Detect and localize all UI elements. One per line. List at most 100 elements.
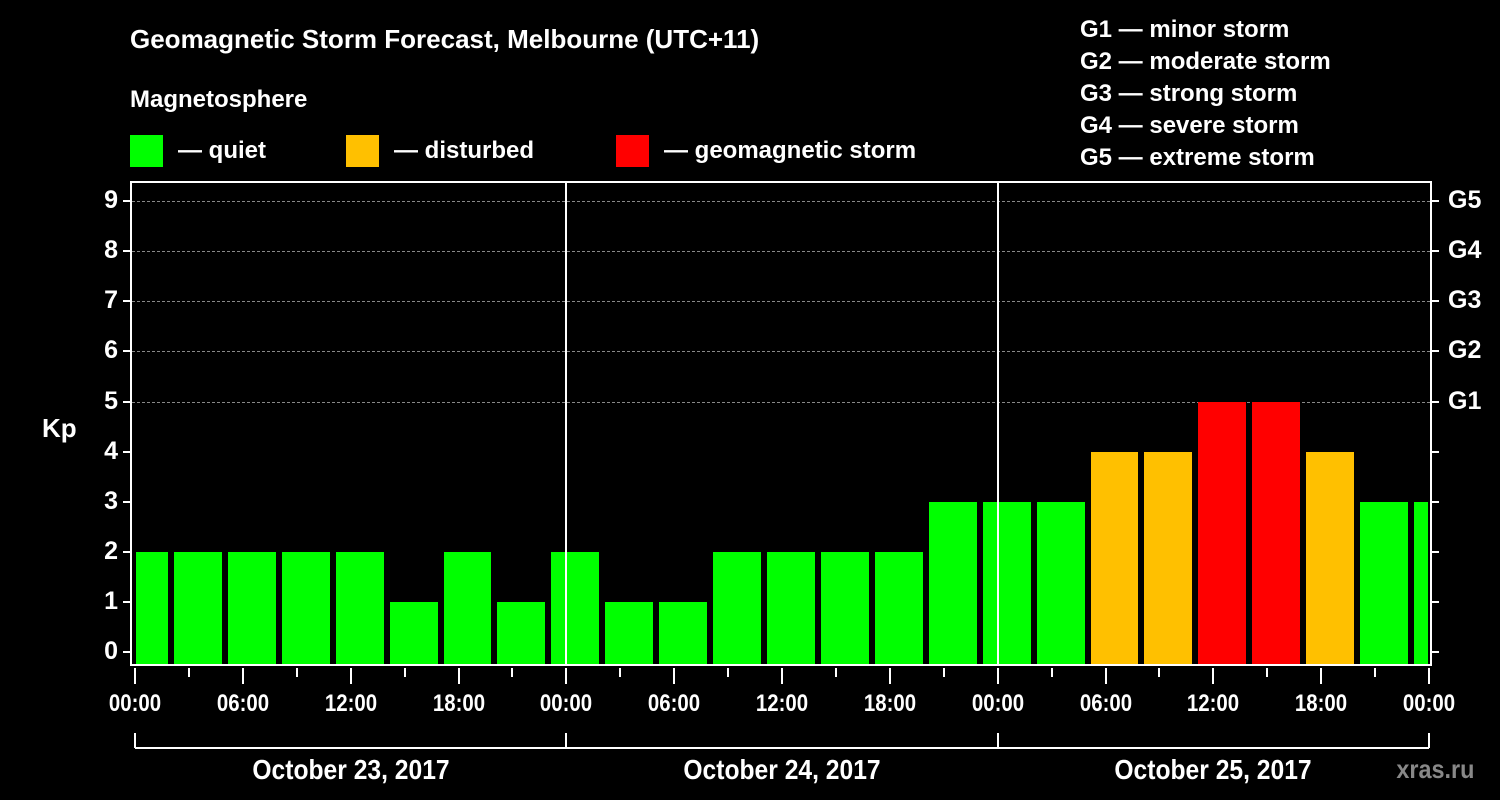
y-tick-label: 7 [104,286,118,315]
g-scale-tick-label: G1 [1448,386,1482,415]
day-bracket-tick [134,733,136,748]
y-tick-label: 5 [104,386,118,415]
day-separator [996,181,999,666]
y-tick-right [1432,350,1439,353]
bar-storm [1252,401,1301,666]
bar-quiet [820,551,869,666]
y-tick-right [1432,450,1439,453]
x-tick-minor [295,668,298,677]
y-tick [123,450,130,453]
y-tick-label: 3 [104,486,118,515]
day-label: October 24, 2017 [683,754,881,785]
bar-quiet [767,551,815,666]
y-axis-label: Kp [42,413,77,443]
bar-disturbed [1144,451,1193,666]
x-tick-minor [727,668,730,677]
bar-quiet [335,551,384,666]
x-tick-major [457,668,460,684]
chart-title: Geomagnetic Storm Forecast, Melbourne (U… [130,24,760,54]
x-tick-minor [1050,668,1053,677]
x-tick-label: 12:00 [1187,690,1240,717]
g-scale-legend: G1 — minor storm G2 — moderate storm G3 … [1080,14,1331,174]
legend-title: Magnetosphere [130,86,308,113]
day-label: October 25, 2017 [1114,754,1312,785]
x-tick-minor [619,668,622,677]
x-tick-major [565,668,568,684]
bar-quiet [713,551,762,666]
x-tick-minor [1266,668,1269,677]
legend-item-quiet: — quiet [130,134,266,168]
bar-quiet [136,551,168,666]
y-tick-label: 9 [104,186,118,215]
g-scale-tick-label: G4 [1448,236,1482,265]
x-tick-major [888,668,891,684]
x-tick-major [1320,668,1323,684]
day-bracket-tick [996,733,999,748]
plot-frame [130,181,1432,666]
bar-quiet [281,551,330,666]
day-label: October 23, 2017 [252,754,450,785]
g-scale-tick-label: G5 [1448,186,1482,215]
day-bracket-tick [565,733,568,748]
g-scale-item: G2 — moderate storm [1080,48,1331,75]
x-tick-minor [187,668,190,677]
g-scale-tick-label: G2 [1448,336,1482,365]
x-tick-major [1212,668,1215,684]
x-tick-minor [834,668,837,677]
disturbed-swatch-icon [346,135,379,167]
y-tick [123,500,130,503]
x-tick-label: 18:00 [863,690,916,717]
y-tick-right [1432,400,1439,403]
bar-quiet [389,601,438,666]
bar-disturbed [1306,451,1355,666]
x-tick-major [241,668,244,684]
y-tick [123,600,130,603]
y-tick [123,300,130,303]
y-tick [123,200,130,203]
y-tick-label: 8 [104,236,118,265]
g-scale-tick-label: G3 [1448,286,1482,315]
storm-swatch-icon [616,135,649,167]
y-tick [123,350,130,353]
x-tick-label: 06:00 [648,690,701,717]
y-tick-label: 1 [104,586,118,615]
bar-quiet [928,501,977,666]
y-tick-label: 0 [104,637,118,665]
bar-quiet [1036,501,1085,666]
x-tick-major [1428,668,1430,684]
gridline [132,351,1430,353]
y-tick-right [1432,200,1439,203]
y-tick [123,550,130,553]
y-tick-label: 4 [104,436,118,465]
y-tick-right [1432,300,1439,303]
day-bracket-line [135,747,1429,749]
legend-label: — geomagnetic storm [664,137,917,164]
x-tick-major [996,668,999,684]
gridline [132,301,1430,303]
gridline [132,201,1430,203]
x-tick-label: 00:00 [971,690,1024,717]
bar-disturbed [1090,451,1139,666]
y-tick-label: 6 [104,336,118,365]
y-tick-right [1432,500,1439,503]
x-tick-major [673,668,676,684]
legend-label: — quiet [178,137,266,164]
x-tick-major [781,668,783,684]
bar-quiet [443,551,492,666]
x-tick-minor [511,668,514,677]
bar-quiet [1360,501,1409,666]
x-tick-minor [403,668,406,677]
y-tick-right [1432,600,1439,603]
quiet-swatch-icon [130,135,163,167]
y-tick [123,250,130,253]
g-scale-item: G5 — extreme storm [1080,144,1315,171]
x-tick-label: 00:00 [540,690,593,717]
bar-quiet [659,601,708,666]
bar-quiet [551,551,600,666]
x-tick-minor [942,668,945,677]
x-tick-label: 00:00 [1402,690,1456,717]
g-scale-item: G1 — minor storm [1080,16,1290,43]
legend-item-storm: — geomagnetic storm [616,134,916,168]
x-tick-label: 18:00 [432,690,485,717]
y-tick-right [1432,250,1439,253]
